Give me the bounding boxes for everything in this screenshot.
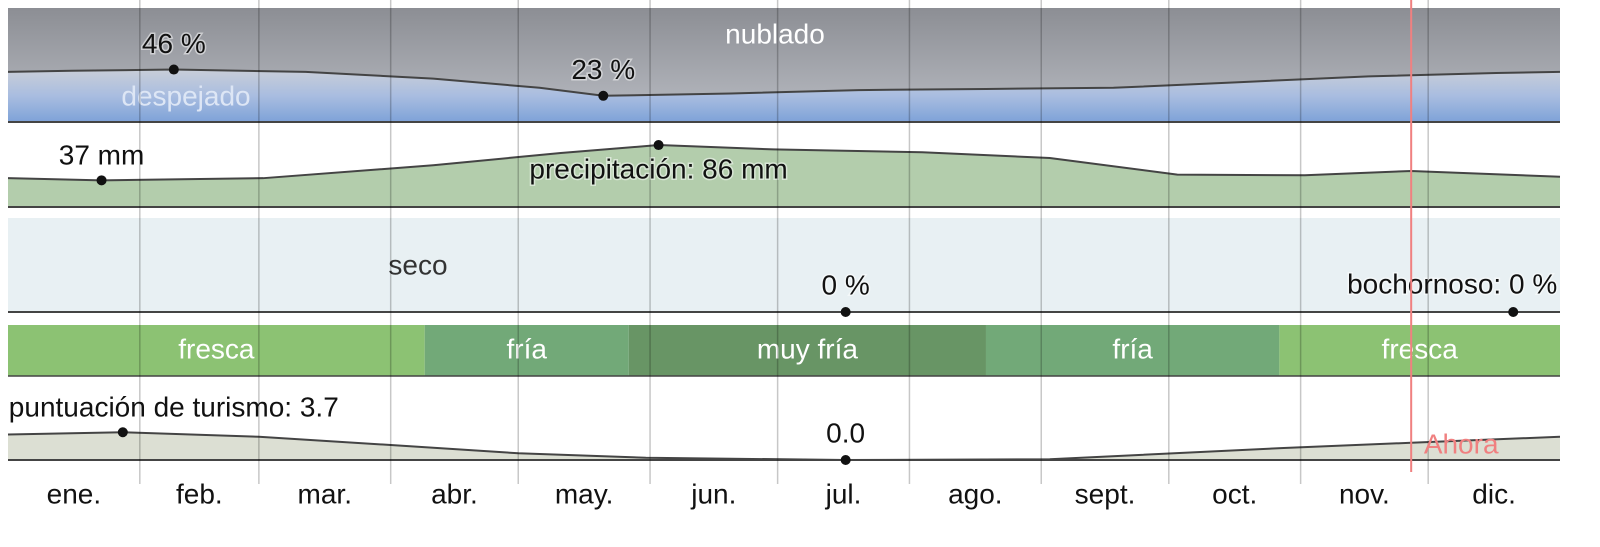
clear-area — [8, 69, 1560, 122]
x-tick-label: ago. — [948, 478, 1003, 509]
top-label: nublado — [725, 18, 825, 49]
x-tick-label: mar. — [298, 478, 352, 509]
x-tick-label: sept. — [1075, 478, 1136, 509]
data-point — [840, 307, 851, 317]
data-point — [1508, 307, 1519, 317]
x-tick-label: may. — [555, 478, 614, 509]
data-point — [840, 455, 851, 465]
temperature-band — [628, 325, 986, 376]
series-line — [7, 68, 1561, 97]
annotation: precipitación: 86 mm — [529, 153, 787, 184]
band-label: fría — [507, 333, 548, 364]
area-fill — [8, 432, 1560, 460]
x-tick-label: oct. — [1212, 478, 1257, 509]
annotation: 0.0 — [826, 417, 865, 448]
data-point — [598, 90, 609, 101]
data-point — [653, 140, 664, 151]
x-tick-label: abr. — [431, 478, 478, 509]
x-tick-label: jul. — [825, 478, 862, 509]
data-point — [96, 175, 107, 186]
band-label: fría — [1112, 333, 1153, 364]
humidity-background — [8, 218, 1560, 312]
humidity-label: seco — [388, 249, 447, 280]
x-tick-label: dic. — [1472, 478, 1516, 509]
data-point — [168, 64, 179, 75]
band-label: muy fría — [757, 333, 859, 364]
data-point — [117, 427, 128, 438]
band-label: fresca — [178, 333, 255, 364]
temperature-band — [1279, 325, 1560, 376]
band-label: fresca — [1382, 333, 1459, 364]
x-tick-label: feb. — [176, 478, 223, 509]
annotation: bochornoso: 0 % — [1347, 268, 1557, 299]
temperature-band — [8, 325, 425, 376]
series-line — [7, 144, 1561, 182]
annotation: 0 % — [822, 269, 870, 300]
temperature-band — [424, 325, 629, 376]
x-tick-label: ene. — [47, 478, 102, 509]
now-label: Ahora — [1424, 428, 1499, 459]
temperature-band — [985, 325, 1280, 376]
annotation: 37 mm — [59, 140, 145, 171]
annotation: 23 % — [571, 54, 635, 85]
x-tick-label: jun. — [690, 478, 736, 509]
annotation: 46 % — [142, 28, 206, 59]
bottom-label: despejado — [121, 80, 250, 111]
annotation: puntuación de turismo: 3.7 — [9, 392, 339, 423]
area-fill — [8, 145, 1560, 207]
x-tick-label: nov. — [1339, 478, 1390, 509]
series-line — [7, 431, 1561, 462]
